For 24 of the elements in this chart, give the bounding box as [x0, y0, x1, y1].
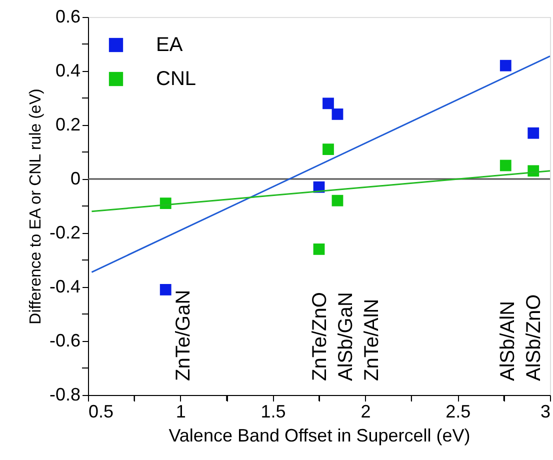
annotation: AlSb/ZnO [523, 294, 545, 381]
annotation: ZnTe/GaN [172, 290, 195, 381]
annotation: AlSb/GaN [335, 292, 358, 381]
y-axis-title: Difference to EA or CNL rule (eV) [27, 88, 44, 324]
y-tick-label: -0.2 [49, 222, 80, 242]
y-tick-label: 0 [70, 168, 80, 188]
x-axis-title: Valence Band Offset in Supercell (eV) [168, 426, 470, 446]
x-tick-label: 2 [360, 402, 371, 422]
x-tick-label: 1 [176, 402, 186, 422]
y-tick-label: 0.2 [55, 114, 80, 134]
annotation: AlSb/AlN [497, 300, 519, 381]
annotation: ZnTe/AlN [361, 298, 384, 381]
y-tick-label: -0.4 [49, 276, 80, 296]
y-tick-label: -0.6 [49, 330, 80, 350]
y-tick-label: 0.4 [55, 60, 80, 80]
x-tick-label: 3 [540, 402, 550, 422]
legend-label: EA [156, 34, 184, 56]
x-tick-label: 0.5 [88, 402, 114, 422]
x-tick-label: 2.5 [446, 402, 471, 422]
annotation: ZnTe/ZnO [309, 292, 332, 381]
y-tick-label: -0.8 [49, 384, 80, 404]
y-tick-label: 0.6 [55, 6, 80, 26]
legend-label: CNL [156, 68, 196, 90]
x-tick-label: 1.5 [260, 402, 286, 422]
